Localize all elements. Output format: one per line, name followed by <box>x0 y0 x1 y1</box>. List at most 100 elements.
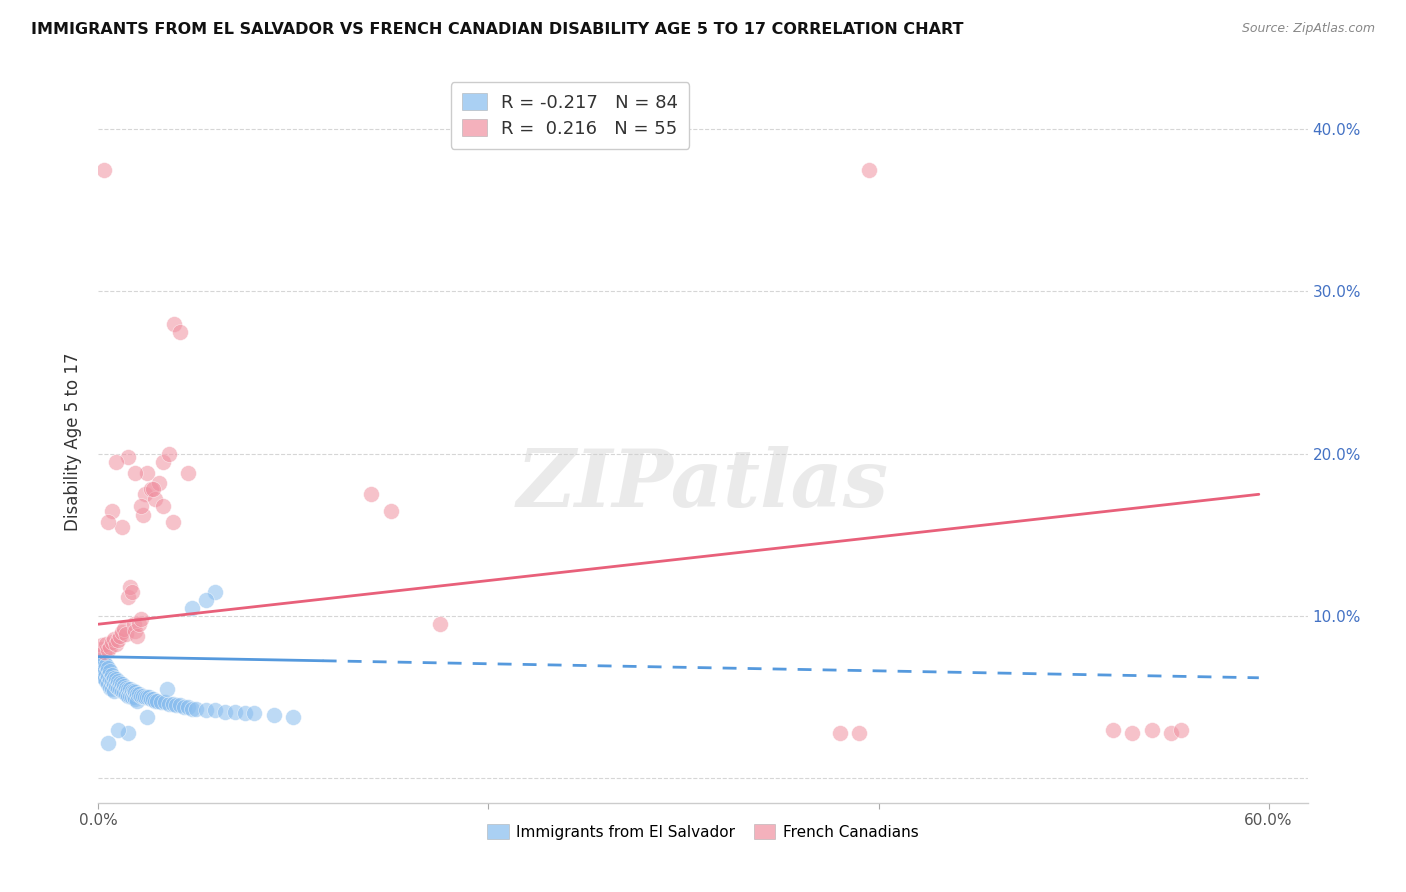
Point <box>108 675 131 690</box>
Point <box>149 695 172 709</box>
Point <box>124 624 146 638</box>
Point <box>157 447 180 461</box>
Point <box>152 499 174 513</box>
Point <box>194 592 217 607</box>
Point <box>429 617 451 632</box>
Point <box>204 584 226 599</box>
Point <box>111 677 134 691</box>
Point <box>98 665 121 679</box>
Point <box>111 520 134 534</box>
Point <box>134 690 156 705</box>
Point <box>121 584 143 599</box>
Point <box>98 673 121 687</box>
Point <box>127 687 149 701</box>
Point <box>132 508 155 523</box>
Point <box>101 503 124 517</box>
Point <box>142 483 165 497</box>
Point <box>89 641 111 656</box>
Point <box>122 683 145 698</box>
Point <box>111 625 134 640</box>
Point <box>131 612 153 626</box>
Point <box>93 663 115 677</box>
Point <box>89 649 111 664</box>
Point <box>184 701 207 715</box>
Point <box>114 687 136 701</box>
Point <box>104 455 127 469</box>
Point <box>139 692 162 706</box>
Point <box>194 703 217 717</box>
Point <box>139 483 162 497</box>
Point <box>97 643 120 657</box>
Point <box>96 673 118 688</box>
Point <box>162 697 184 711</box>
Point <box>96 665 118 680</box>
Point <box>112 679 135 693</box>
Point <box>122 690 145 705</box>
Point <box>107 673 129 688</box>
Point <box>107 723 129 737</box>
Point <box>93 655 115 669</box>
Point <box>112 622 135 636</box>
Point <box>93 671 115 685</box>
Point <box>91 661 114 675</box>
Point <box>121 683 143 698</box>
Point <box>97 669 120 683</box>
Point <box>124 685 146 699</box>
Point <box>97 515 120 529</box>
Point <box>380 503 402 517</box>
Point <box>108 682 131 697</box>
Point <box>118 682 141 697</box>
Point <box>1160 726 1182 740</box>
Point <box>143 693 166 707</box>
Point <box>131 689 153 703</box>
Point <box>127 629 149 643</box>
Point <box>107 633 129 648</box>
Point <box>114 627 136 641</box>
Point <box>108 629 131 643</box>
Point <box>97 736 120 750</box>
Point <box>134 487 156 501</box>
Y-axis label: Disability Age 5 to 17: Disability Age 5 to 17 <box>65 352 83 531</box>
Point <box>114 681 136 695</box>
Point <box>117 689 139 703</box>
Point <box>121 690 143 705</box>
Point <box>97 661 120 675</box>
Text: IMMIGRANTS FROM EL SALVADOR VS FRENCH CANADIAN DISABILITY AGE 5 TO 17 CORRELATIO: IMMIGRANTS FROM EL SALVADOR VS FRENCH CA… <box>31 22 963 37</box>
Point <box>91 653 114 667</box>
Point <box>101 682 124 697</box>
Point <box>136 710 159 724</box>
Point <box>89 665 111 680</box>
Legend: Immigrants from El Salvador, French Canadians: Immigrants from El Salvador, French Cana… <box>481 818 925 846</box>
Point <box>148 475 170 490</box>
Point <box>152 455 174 469</box>
Point <box>93 162 115 177</box>
Point <box>858 162 880 177</box>
Point <box>118 580 141 594</box>
Point <box>101 635 124 649</box>
Point <box>101 667 124 681</box>
Point <box>848 726 870 740</box>
Point <box>104 679 127 693</box>
Point <box>1170 723 1192 737</box>
Point <box>224 705 246 719</box>
Point <box>142 692 165 706</box>
Point <box>233 706 256 721</box>
Point <box>104 673 127 687</box>
Point <box>169 698 191 713</box>
Point <box>136 466 159 480</box>
Point <box>143 492 166 507</box>
Point <box>93 645 115 659</box>
Point <box>828 726 851 740</box>
Point <box>138 690 160 705</box>
Point <box>128 617 150 632</box>
Point <box>1121 726 1143 740</box>
Point <box>214 705 236 719</box>
Point <box>127 693 149 707</box>
Point <box>122 617 145 632</box>
Point <box>103 677 125 691</box>
Point <box>132 689 155 703</box>
Point <box>117 450 139 464</box>
Point <box>117 682 139 697</box>
Point <box>146 693 169 707</box>
Point <box>153 695 176 709</box>
